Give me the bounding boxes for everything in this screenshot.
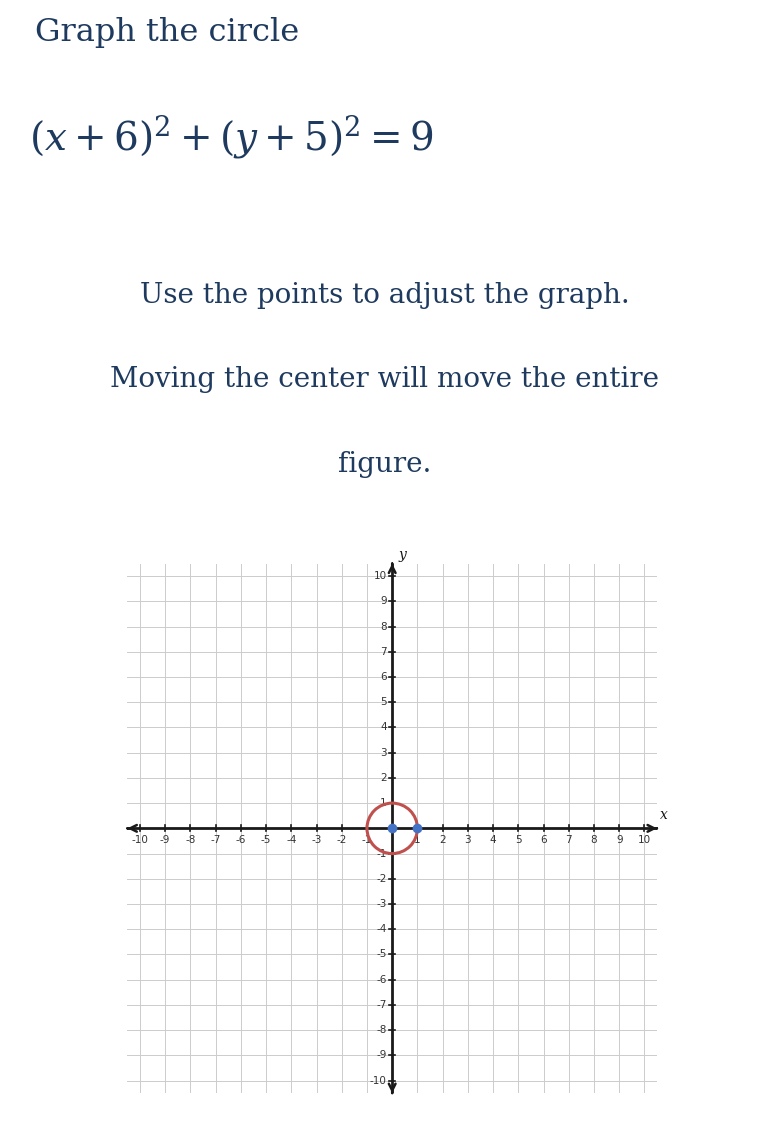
Text: -1: -1	[361, 835, 372, 845]
Text: 9: 9	[380, 596, 387, 606]
Text: -9: -9	[376, 1050, 387, 1061]
Text: -7: -7	[211, 835, 221, 845]
Text: -10: -10	[131, 835, 148, 845]
Text: x: x	[660, 808, 667, 822]
Text: -6: -6	[235, 835, 246, 845]
Text: -4: -4	[286, 835, 297, 845]
Text: 7: 7	[565, 835, 572, 845]
Text: 6: 6	[540, 835, 547, 845]
Text: 3: 3	[464, 835, 471, 845]
Text: -2: -2	[337, 835, 347, 845]
Text: y: y	[398, 548, 406, 562]
Text: -9: -9	[160, 835, 171, 845]
Text: Use the points to adjust the graph.: Use the points to adjust the graph.	[140, 282, 629, 309]
Text: -10: -10	[370, 1075, 387, 1085]
Text: 4: 4	[380, 722, 387, 733]
Text: 6: 6	[380, 672, 387, 682]
Text: 7: 7	[380, 647, 387, 657]
Text: 8: 8	[380, 622, 387, 631]
Text: figure.: figure.	[338, 451, 431, 478]
Text: -3: -3	[311, 835, 321, 845]
Text: 10: 10	[638, 835, 651, 845]
Text: -3: -3	[376, 899, 387, 909]
Text: -7: -7	[376, 1000, 387, 1010]
Text: -8: -8	[376, 1026, 387, 1035]
Text: 10: 10	[374, 571, 387, 582]
Text: 5: 5	[515, 835, 521, 845]
Text: 3: 3	[380, 747, 387, 757]
Text: -2: -2	[376, 873, 387, 884]
Text: 4: 4	[490, 835, 497, 845]
Text: -4: -4	[376, 924, 387, 934]
Text: -5: -5	[261, 835, 271, 845]
Text: 5: 5	[380, 698, 387, 708]
Text: Moving the center will move the entire: Moving the center will move the entire	[110, 366, 659, 393]
Text: -1: -1	[376, 849, 387, 859]
Text: Graph the circle: Graph the circle	[35, 17, 299, 48]
Text: -6: -6	[376, 975, 387, 985]
Text: -8: -8	[185, 835, 195, 845]
Text: 1: 1	[380, 798, 387, 808]
Text: $(x+6)^2+(y+5)^2=9$: $(x+6)^2+(y+5)^2=9$	[29, 113, 434, 160]
Text: 1: 1	[414, 835, 421, 845]
Text: 9: 9	[616, 835, 623, 845]
Text: 8: 8	[591, 835, 598, 845]
Text: 2: 2	[380, 773, 387, 783]
Text: 2: 2	[439, 835, 446, 845]
Text: -5: -5	[376, 949, 387, 959]
